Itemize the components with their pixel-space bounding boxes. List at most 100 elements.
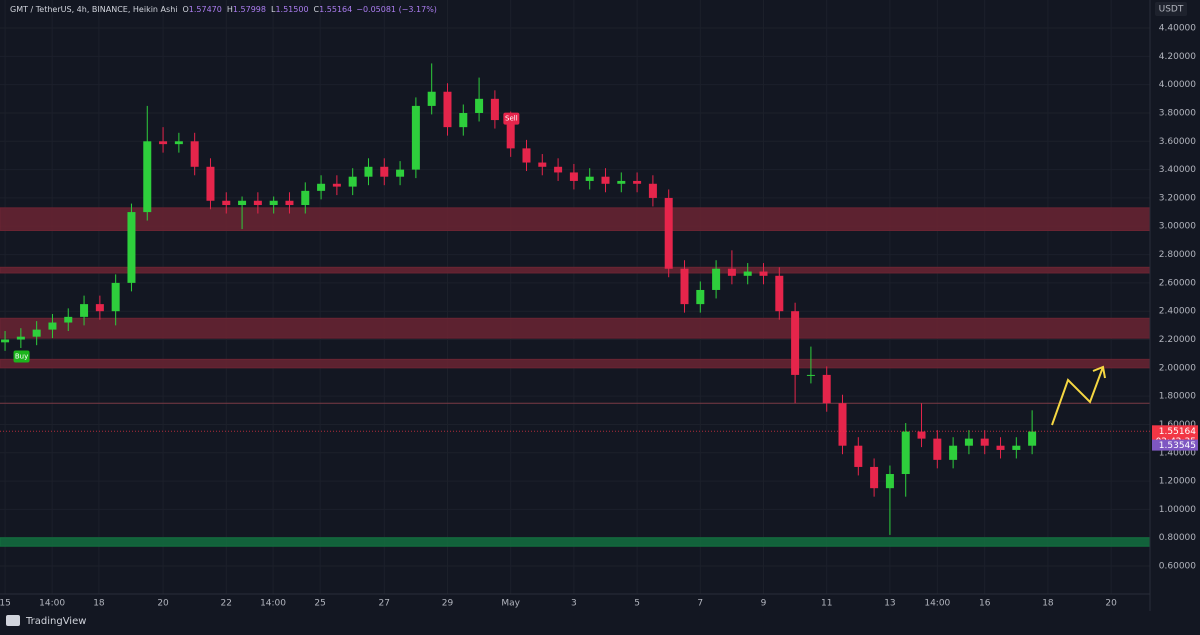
candle-body	[775, 275, 784, 312]
candle-body	[111, 282, 120, 312]
currency-box[interactable]	[1155, 2, 1187, 16]
zones	[0, 207, 1151, 547]
y-tick-label: 1.00000	[1159, 505, 1196, 515]
candle-body	[664, 197, 673, 269]
candle-body	[980, 438, 989, 446]
axes: 4.40000 4.20000 4.00000 3.80000 3.60000 3.400…	[0, 24, 1198, 609]
candle-body	[806, 374, 815, 376]
candle-body	[712, 268, 721, 290]
candle-body	[490, 98, 499, 121]
price-axis	[1150, 0, 1200, 611]
y-tick-label: 2.80000	[1159, 250, 1196, 260]
candle-body	[949, 445, 958, 460]
second-price-label: 1.53545	[1159, 441, 1196, 451]
y-tick-label: 0.60000	[1159, 562, 1196, 572]
candle-body	[996, 445, 1005, 450]
currency[interactable]: USDT	[1159, 5, 1184, 15]
candle-body	[427, 91, 436, 106]
candle-body	[48, 322, 57, 330]
candle-body	[285, 200, 294, 206]
candle-body	[885, 474, 894, 489]
candle-body	[617, 180, 626, 184]
candle-body	[933, 438, 942, 460]
y-tick-label: 3.60000	[1159, 137, 1196, 147]
candle-body	[727, 268, 736, 276]
candle-body	[633, 180, 642, 184]
y-tick-label: 3.20000	[1159, 193, 1196, 203]
second-price-tag	[1152, 439, 1198, 451]
header-part: 1.57998	[233, 5, 266, 14]
signal-badge	[13, 350, 30, 363]
header-part: 1.57470	[189, 5, 222, 14]
footer	[0, 611, 1200, 631]
candle-body	[964, 438, 973, 446]
candle-body	[1, 339, 10, 343]
candle-body	[411, 105, 420, 170]
candle-body	[459, 112, 468, 128]
x-tick-label: 18	[1042, 599, 1054, 609]
x-tick-label: 9	[761, 599, 767, 609]
x-tick-label: 13	[884, 599, 895, 609]
candle-body	[585, 176, 594, 181]
candle-body	[759, 271, 768, 276]
candle-body	[317, 183, 326, 191]
candle-body	[901, 431, 910, 475]
x-tick-label: 22	[221, 599, 232, 609]
x-tick-label: 5	[634, 599, 640, 609]
candle-body	[1028, 431, 1037, 446]
forecast-arrowhead	[1092, 365, 1106, 379]
candle-body	[80, 304, 89, 317]
candle-body	[538, 162, 547, 167]
header-part: L	[271, 5, 276, 14]
x-tick-label: 14:00	[260, 599, 286, 609]
candle-body	[554, 166, 563, 173]
signal-badge	[503, 112, 520, 125]
header-part: 1.51500	[275, 5, 308, 14]
y-tick-label: 0.80000	[1159, 533, 1196, 543]
x-tick-label: 18	[93, 599, 105, 609]
candle-body	[253, 200, 262, 206]
candle-body	[364, 166, 373, 177]
header-part: O	[182, 5, 188, 14]
y-tick-label: 4.00000	[1159, 80, 1196, 90]
candle-body	[380, 166, 389, 177]
x-tick-label: 14:00	[39, 599, 65, 609]
zone	[0, 537, 1151, 547]
y-tick-label: 3.40000	[1159, 165, 1196, 175]
candle-body	[696, 289, 705, 305]
x-tick-label: May	[501, 599, 520, 609]
brand: TradingView	[25, 616, 86, 627]
candle-body	[269, 200, 278, 206]
candle-body	[822, 374, 831, 404]
candle-body	[396, 169, 405, 177]
candle-body	[332, 183, 341, 187]
y-tick-label: 3.00000	[1159, 222, 1196, 232]
y-tick-label: 1.60000	[1159, 420, 1196, 430]
candle-body	[522, 148, 531, 163]
candle-body	[743, 271, 752, 276]
candle-body	[854, 445, 863, 467]
candle-body	[95, 304, 104, 312]
y-tick-label: 4.20000	[1159, 52, 1196, 62]
candle-body	[1012, 445, 1021, 450]
candle-body	[159, 141, 168, 145]
candles: Buy Sell	[1, 63, 1037, 535]
candle-body	[443, 91, 452, 128]
candle-body	[206, 166, 215, 201]
x-tick-label: 14:00	[924, 599, 950, 609]
x-tick-label: 27	[379, 599, 390, 609]
candle-body	[64, 316, 73, 323]
y-tick-label: 2.40000	[1159, 307, 1196, 317]
candle-body	[680, 268, 689, 305]
signal-label: Sell	[505, 115, 518, 123]
y-tick-label: 2.60000	[1159, 278, 1196, 288]
zone	[0, 358, 1151, 369]
signal-label: Buy	[15, 353, 28, 361]
x-tick-label: 20	[157, 599, 169, 609]
x-tick-label: 3	[571, 599, 577, 609]
header-part: C	[314, 5, 320, 14]
candle-body	[870, 466, 879, 489]
candle-body	[569, 172, 578, 181]
